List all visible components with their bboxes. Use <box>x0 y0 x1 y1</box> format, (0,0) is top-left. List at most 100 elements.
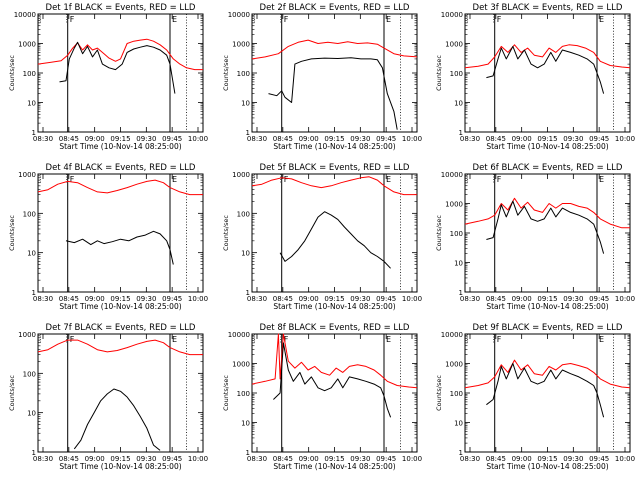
marker-label-f: F <box>70 335 75 344</box>
marker-label-f: F <box>284 15 289 24</box>
marker-label-e: E <box>172 15 177 24</box>
x-tick-label: 09:00 <box>85 295 105 303</box>
x-tick-label: 08:30 <box>460 135 480 143</box>
chart-title: Det 3f BLACK = Events, RED = LLD <box>473 3 623 13</box>
y-tick-label: 10000 <box>441 11 463 19</box>
y-axis-label: Counts/sec <box>435 215 443 251</box>
y-tick-label: 100 <box>23 210 36 218</box>
y-tick-label: 1 <box>459 129 463 137</box>
y-tick-label: 1 <box>246 289 250 297</box>
y-tick-label: 1000 <box>445 41 463 49</box>
x-tick-label: 09:15 <box>110 455 130 463</box>
x-tick-label: 09:30 <box>136 455 156 463</box>
x-tick-label: 08:30 <box>247 135 267 143</box>
x-tick-label: 09:00 <box>299 135 319 143</box>
x-axis-label: Start Time (10-Nov-14 08:25:00) <box>273 142 395 151</box>
x-tick-label: 08:45 <box>273 455 293 463</box>
series-events-black <box>486 45 605 94</box>
x-axis-label: Start Time (10-Nov-14 08:25:00) <box>486 142 608 151</box>
chart-title: Det 9f BLACK = Events, RED = LLD <box>473 323 623 333</box>
x-tick-label: 08:45 <box>486 295 506 303</box>
x-tick-label: 09:45 <box>162 295 182 303</box>
y-axis-label: Counts/sec <box>435 375 443 411</box>
x-tick-label: 09:45 <box>589 295 609 303</box>
y-tick-label: 100 <box>237 70 250 78</box>
x-tick-label: 09:15 <box>324 455 344 463</box>
x-tick-label: 09:15 <box>324 135 344 143</box>
y-axis-label: Counts/sec <box>8 215 16 251</box>
x-tick-label: 09:30 <box>563 455 583 463</box>
y-tick-label: 100 <box>450 390 463 398</box>
y-tick-label: 10 <box>454 420 463 428</box>
x-tick-label: 08:30 <box>460 295 480 303</box>
x-tick-label: 09:00 <box>512 455 532 463</box>
x-tick-label: 09:15 <box>537 135 557 143</box>
y-tick-label: 10000 <box>441 331 463 339</box>
y-tick-label: 10000 <box>441 171 463 179</box>
y-tick-label: 10 <box>241 250 250 258</box>
y-tick-label: 1 <box>246 129 250 137</box>
x-tick-label: 08:30 <box>460 455 480 463</box>
x-tick-label: 10:00 <box>188 295 208 303</box>
marker-label-e: E <box>172 175 177 184</box>
series-lld-red <box>37 179 203 196</box>
marker-label-e: E <box>599 335 604 344</box>
chart-title: Det 7f BLACK = Events, RED = LLD <box>46 323 196 333</box>
y-tick-label: 1 <box>459 449 463 457</box>
series-events-black <box>268 57 398 130</box>
y-tick-label: 1000 <box>445 361 463 369</box>
plot-frame <box>464 173 631 293</box>
x-axis-label: Start Time (10-Nov-14 08:25:00) <box>486 302 608 311</box>
y-axis-label: Counts/sec <box>435 55 443 91</box>
y-tick-label: 10000 <box>14 11 36 19</box>
marker-label-e: E <box>386 335 391 344</box>
series-events-black <box>273 342 392 418</box>
x-tick-label: 08:45 <box>486 135 506 143</box>
x-tick-label: 10:00 <box>402 295 422 303</box>
x-axis-label: Start Time (10-Nov-14 08:25:00) <box>59 142 181 151</box>
chart-panel-7: Det 7f BLACK = Events, RED = LLD 1 10 100 10… <box>8 323 208 471</box>
series-lld-red <box>251 176 417 196</box>
chart-title: Det 6f BLACK = Events, RED = LLD <box>473 163 623 173</box>
series-lld-red <box>251 333 418 389</box>
y-tick-label: 10 <box>241 100 250 108</box>
x-tick-label: 09:45 <box>376 455 396 463</box>
y-tick-label: 10 <box>27 100 36 108</box>
x-tick-label: 10:00 <box>188 135 208 143</box>
x-tick-label: 08:30 <box>247 455 267 463</box>
x-tick-label: 09:45 <box>376 295 396 303</box>
marker-label-f: F <box>284 335 289 344</box>
marker-label-f: F <box>70 175 75 184</box>
plot-frame <box>251 173 418 293</box>
y-tick-label: 10 <box>241 420 250 428</box>
series-events-black <box>73 388 161 451</box>
x-tick-label: 08:45 <box>59 135 79 143</box>
series-lld-red <box>464 359 631 389</box>
marker-label-f: F <box>70 15 75 24</box>
x-tick-label: 09:00 <box>299 295 319 303</box>
series-events-black <box>279 211 391 269</box>
y-tick-label: 10 <box>454 260 463 268</box>
x-tick-label: 09:15 <box>537 455 557 463</box>
x-tick-label: 08:30 <box>247 295 267 303</box>
series-lld-red <box>37 38 203 71</box>
marker-label-e: E <box>599 15 604 24</box>
chart-title: Det 2f BLACK = Events, RED = LLD <box>260 3 410 13</box>
y-tick-label: 1000 <box>232 41 250 49</box>
chart-title: Det 4f BLACK = Events, RED = LLD <box>46 163 196 173</box>
y-axis-label: Counts/sec <box>222 55 230 91</box>
marker-label-e: E <box>386 15 391 24</box>
y-tick-label: 1000 <box>18 171 36 179</box>
series-events-black <box>65 230 174 265</box>
x-tick-label: 09:30 <box>563 295 583 303</box>
x-tick-label: 09:45 <box>162 455 182 463</box>
plot-frame <box>464 333 631 453</box>
x-tick-label: 09:00 <box>85 135 105 143</box>
chart-panel-9: Det 9f BLACK = Events, RED = LLD 1 10 100 10… <box>435 323 635 471</box>
chart-panel-5: Det 5f BLACK = Events, RED = LLD 1 10 100 10… <box>222 163 422 311</box>
marker-label-e: E <box>386 175 391 184</box>
x-axis-label: Start Time (10-Nov-14 08:25:00) <box>486 462 608 471</box>
x-tick-label: 08:45 <box>59 455 79 463</box>
